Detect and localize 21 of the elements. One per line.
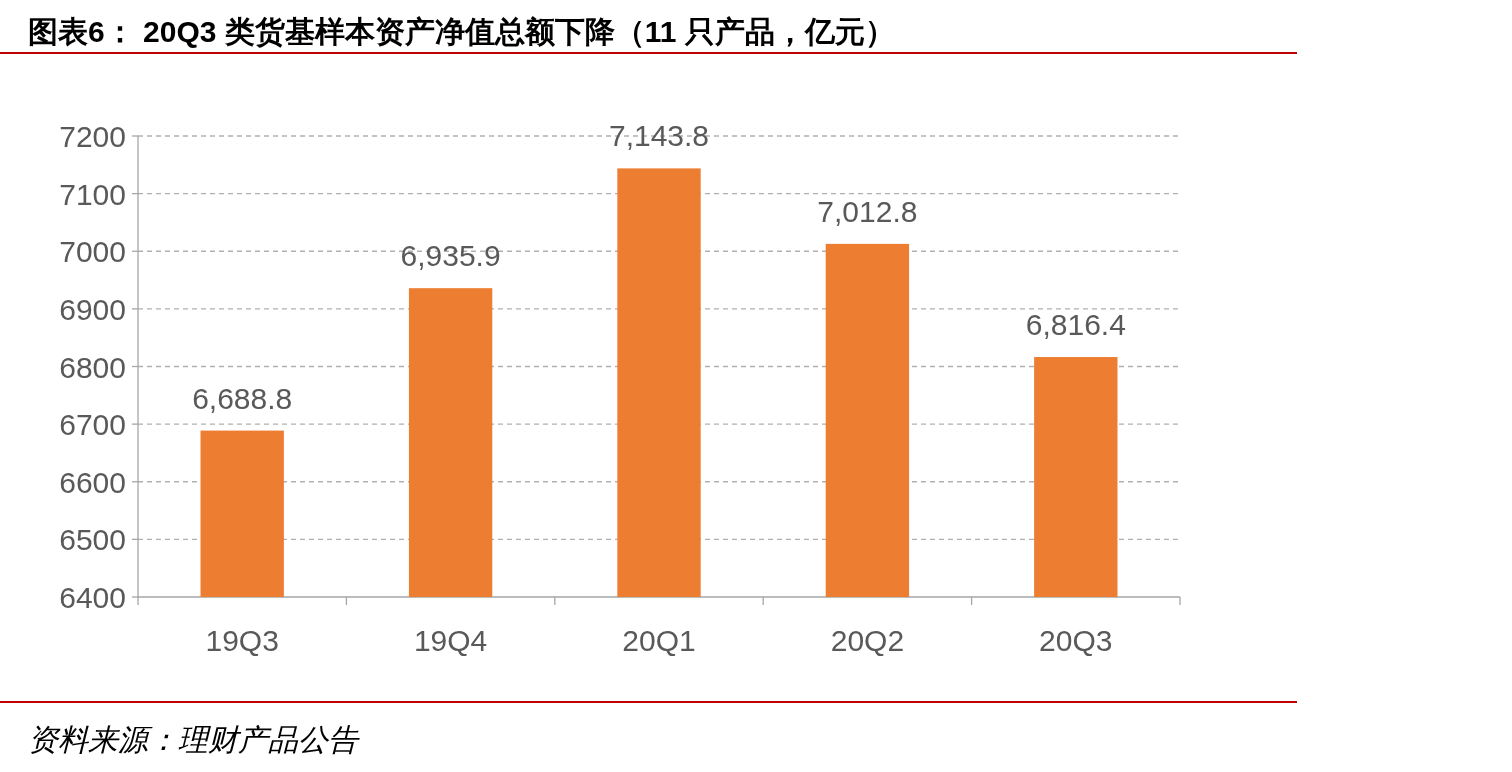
x-tick-label: 19Q4 xyxy=(413,624,488,657)
x-tick-label: 20Q3 xyxy=(1039,624,1113,657)
text: 资料来源：理财产品公告 xyxy=(28,723,360,756)
y-tick-label: 6400 xyxy=(59,581,126,614)
y-tick-label: 7000 xyxy=(59,235,126,269)
data-label: 7,012.8 xyxy=(817,194,918,228)
y-tick-label: 6600 xyxy=(59,465,126,499)
data-label: 6,688.8 xyxy=(192,381,293,415)
chart-title: 图表6： 20Q3 类货基样本资产净值总额下降（11 只产品，亿元） xyxy=(28,15,895,48)
y-tick-label: 6900 xyxy=(59,292,126,326)
y-tick-label: 6800 xyxy=(59,350,126,384)
data-label: 7,143.8 xyxy=(608,119,710,153)
x-tick-label: 20Q2 xyxy=(830,624,905,657)
y-tick-label: 7200 xyxy=(59,120,126,153)
data-label: 6,816.4 xyxy=(1025,308,1126,342)
y-tick-label: 6500 xyxy=(59,523,126,557)
x-tick-label: 20Q1 xyxy=(622,624,696,657)
y-tick-label: 7100 xyxy=(59,177,126,211)
data-label: 6,935.9 xyxy=(400,239,501,273)
x-tick-label: 19Q3 xyxy=(205,624,279,657)
y-tick-label: 6700 xyxy=(59,408,126,442)
